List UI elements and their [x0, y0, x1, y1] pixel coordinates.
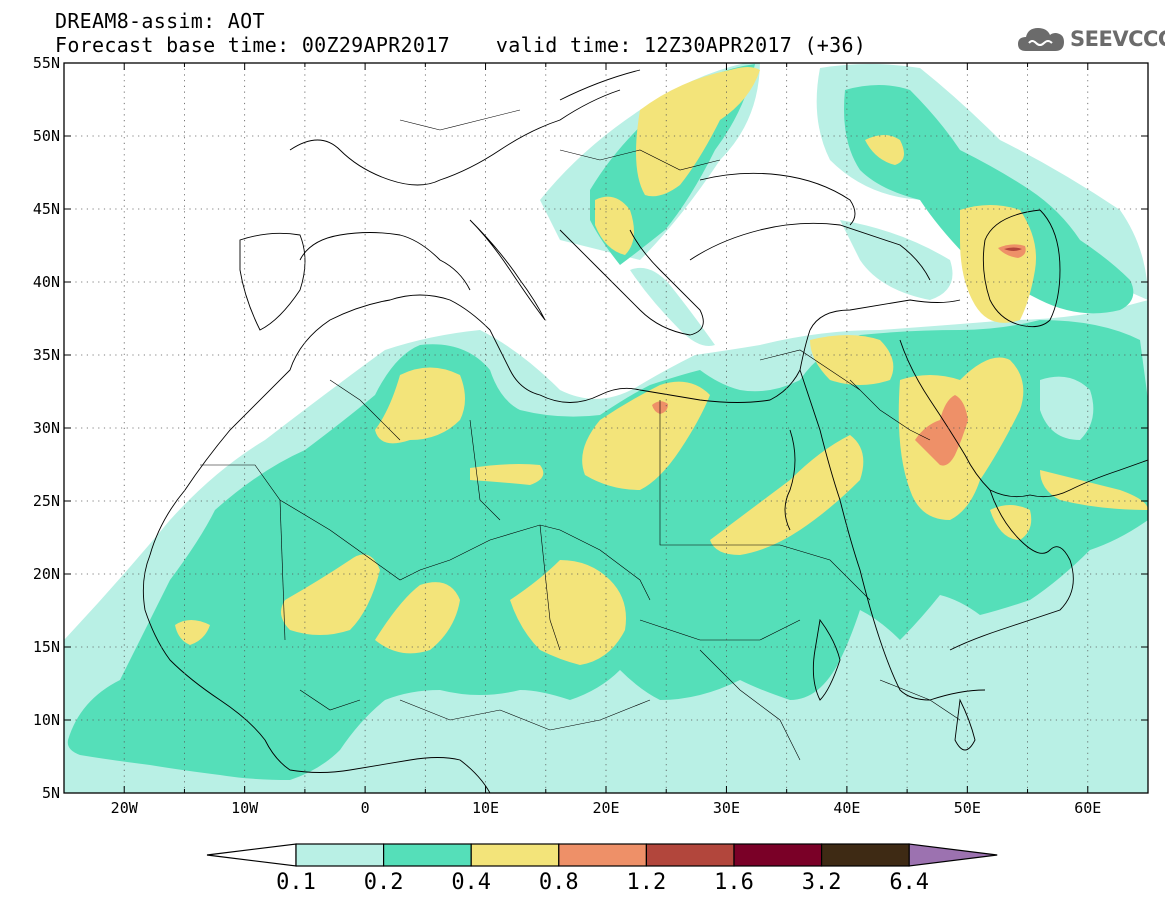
colorbar: 0.1 0.2 0.4 0.8 1.2 1.6 3.2 6.4 [206, 843, 998, 895]
colorbar-label: 1.2 [627, 870, 667, 895]
grid-lines [64, 63, 1148, 793]
longitude-ticks: 20W 10W 0 10E 20E 30E 40E 50E 60E [111, 63, 1101, 817]
x-tick-label: 10W [231, 799, 259, 817]
aot-shading [64, 63, 1148, 793]
y-tick-label: 40N [33, 273, 60, 291]
y-tick-label: 25N [33, 492, 60, 510]
y-tick-label: 50N [33, 127, 60, 145]
colorbar-swatch [470, 843, 560, 867]
y-tick-label: 45N [33, 200, 60, 218]
y-tick-label: 10N [33, 711, 60, 729]
map-title: DREAM8-assim: AOT [55, 9, 265, 33]
colorbar-label: 0.4 [451, 870, 491, 895]
y-tick-label: 20N [33, 565, 60, 583]
y-tick-label: 35N [33, 346, 60, 364]
colorbar-over-triangle [908, 843, 998, 867]
y-tick-label: 55N [33, 54, 60, 72]
x-tick-label: 20E [592, 799, 619, 817]
y-tick-label: 5N [42, 784, 60, 802]
colorbar-swatch [383, 843, 472, 867]
x-tick-label: 30E [713, 799, 740, 817]
x-tick-label: 40E [833, 799, 860, 817]
seevccc-logo: SEEVCCC [1016, 22, 1165, 56]
aot-field-0.8 [652, 244, 1026, 466]
colorbar-label: 0.1 [276, 870, 316, 895]
country-borders [200, 109, 961, 761]
time-info: Forecast base time: 00Z29APR2017 valid ti… [55, 34, 866, 56]
colorbar-swatch [558, 843, 647, 867]
colorbar-label: 3.2 [802, 870, 842, 895]
x-tick-label: 10E [472, 799, 499, 817]
colorbar-swatch [645, 843, 735, 867]
colorbar-label: 6.4 [889, 870, 929, 895]
cloud-icon [1018, 28, 1064, 51]
colorbar-label: 1.6 [714, 870, 754, 895]
valid-time: valid time: 12Z30APR2017 (+36) [495, 33, 867, 57]
colorbar-swatch [820, 843, 910, 867]
x-tick-label: 50E [954, 799, 981, 817]
latitude-ticks: 55N 50N 45N 40N 35N 30N 25N 20N 15N 10N 5N [33, 54, 1148, 802]
x-tick-label: 20W [111, 799, 139, 817]
logo-text: SEEVCCC [1070, 27, 1165, 51]
colorbar-under-triangle [206, 843, 297, 867]
x-tick-label: 60E [1074, 799, 1101, 817]
y-tick-label: 30N [33, 419, 60, 437]
forecast-base-time: Forecast base time: 00Z29APR2017 [55, 33, 450, 57]
coastlines [142, 69, 1148, 793]
colorbar-swatch [733, 843, 823, 867]
colorbar-swatch [295, 843, 385, 867]
x-tick-label: 0 [361, 799, 370, 817]
y-tick-label: 15N [33, 638, 60, 656]
aot-field-1.2 [1004, 247, 1022, 251]
colorbar-label: 0.8 [539, 870, 579, 895]
colorbar-label: 0.2 [364, 870, 404, 895]
